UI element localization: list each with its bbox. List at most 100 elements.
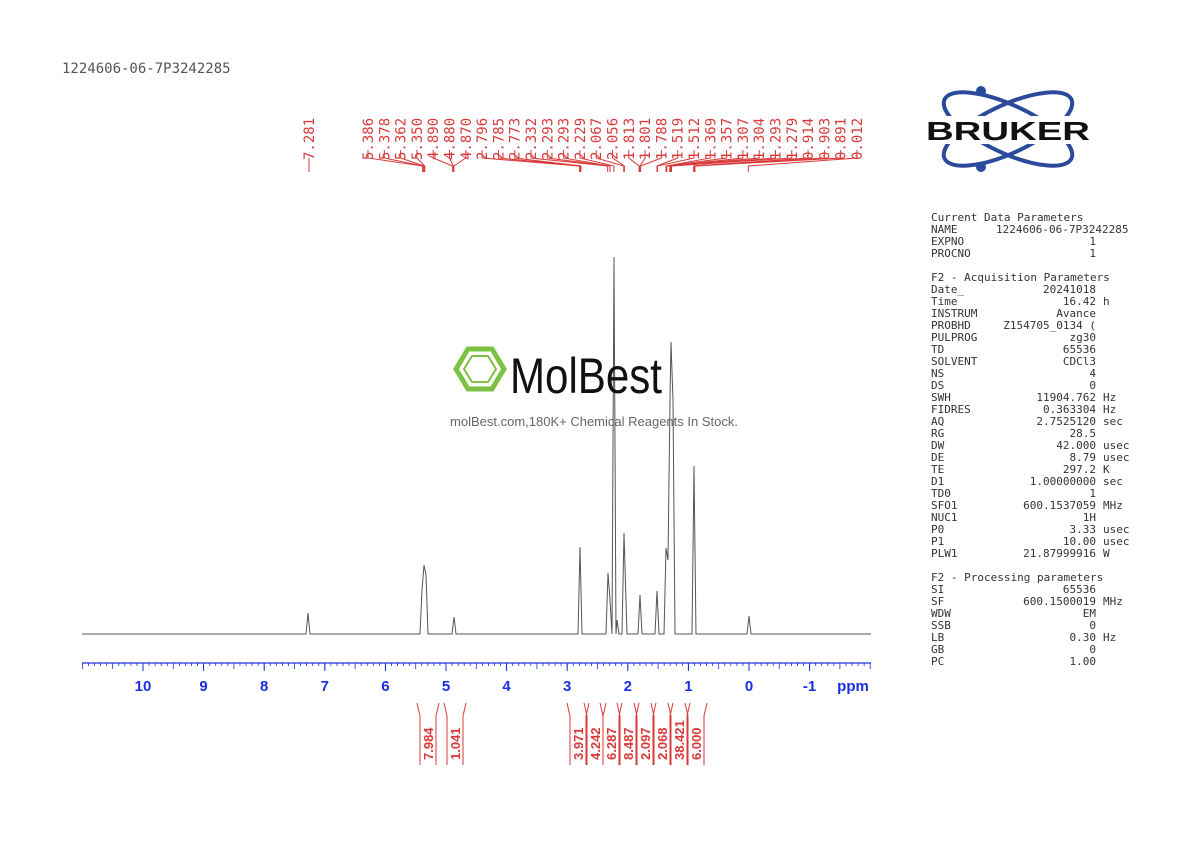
peak-label: 2.056 xyxy=(606,118,622,160)
param-value: 1 xyxy=(1089,247,1096,260)
param-key: LB xyxy=(931,631,945,644)
logo-dot xyxy=(976,86,986,96)
param-key: SI xyxy=(931,583,944,596)
param-key: PULPROG xyxy=(931,331,977,344)
param-value: CDCl3 xyxy=(1063,355,1096,368)
param-key: TE xyxy=(931,463,944,476)
peak-label: 1.369 xyxy=(703,118,719,160)
integral-bracket xyxy=(684,702,708,765)
param-key: SFO1 xyxy=(931,499,958,512)
param-key: NS xyxy=(931,367,944,380)
integral-label: 2.097 xyxy=(638,727,653,760)
x-tick-label: 10 xyxy=(135,678,152,695)
param-key: Time xyxy=(931,295,958,308)
axis-unit: ppm xyxy=(837,678,869,695)
param-key: P0 xyxy=(931,523,944,536)
param-value: Avance xyxy=(1056,307,1096,320)
peak-connector xyxy=(665,150,711,172)
param-value: 8.79 xyxy=(1070,451,1097,464)
peak-label: 1.512 xyxy=(687,118,703,160)
peak-connector xyxy=(640,150,662,172)
peak-label: 5.350 xyxy=(410,118,426,160)
peak-label: 5.378 xyxy=(377,118,393,160)
peak-label: 1.801 xyxy=(638,118,654,160)
peak-label: 2.293 xyxy=(557,118,573,160)
param-unit: sec xyxy=(1103,475,1123,488)
peak-label: 5.386 xyxy=(361,118,377,160)
peak-label: 1.307 xyxy=(736,118,752,160)
peak-label: 5.362 xyxy=(394,118,410,160)
sample-id: 1224606-06-7P3242285 xyxy=(62,61,231,77)
param-key: SSB xyxy=(931,619,951,632)
integral-label: 3.971 xyxy=(571,727,586,760)
peak-label: 2.067 xyxy=(589,118,605,160)
integral-bracket xyxy=(616,702,640,765)
peak-label: 2.796 xyxy=(475,118,491,160)
param-unit: MHz xyxy=(1103,595,1123,608)
peak-connector xyxy=(670,150,776,172)
watermark-tagline: molBest.com,180K+ Chemical Reagents In S… xyxy=(450,414,738,429)
param-value: 21.87999916 xyxy=(1023,547,1096,560)
param-key: NAME xyxy=(931,223,958,236)
peak-label: 1.788 xyxy=(654,118,670,160)
peak-connector xyxy=(416,150,426,172)
param-value: Z154705_0134 ( xyxy=(1003,319,1096,332)
peak-label: 0.891 xyxy=(834,118,850,160)
peak-connector xyxy=(530,150,609,172)
param-key: TD0 xyxy=(931,487,951,500)
peak-label: 2.773 xyxy=(508,118,524,160)
peak-connector xyxy=(639,150,646,172)
bruker-logo: BRUKER xyxy=(925,86,1091,172)
integral-label: 6.287 xyxy=(604,727,619,760)
integral-label: 8.487 xyxy=(621,727,636,760)
param-key: DE xyxy=(931,451,944,464)
param-key: SOLVENT xyxy=(931,355,978,368)
x-tick-label: 2 xyxy=(624,678,632,695)
param-value: 2.7525120 xyxy=(1036,415,1096,428)
param-value: 42.000 xyxy=(1056,439,1096,452)
param-unit: usec xyxy=(1103,535,1130,548)
watermark-icon xyxy=(453,346,507,392)
param-value: 4 xyxy=(1089,367,1096,380)
param-value: 65536 xyxy=(1063,583,1096,596)
peak-connector xyxy=(563,150,611,172)
param-value: 10.00 xyxy=(1063,535,1096,548)
param-key: AQ xyxy=(931,415,944,428)
peak-connector xyxy=(453,150,467,172)
param-unit: Hz xyxy=(1103,391,1116,404)
param-key: PROCNO xyxy=(931,247,971,260)
param-unit: usec xyxy=(1103,451,1130,464)
peak-connector xyxy=(432,150,454,172)
param-unit: Hz xyxy=(1103,631,1116,644)
peak-connector xyxy=(481,150,581,172)
param-value: 20241018 xyxy=(1043,283,1096,296)
peak-connector xyxy=(612,150,625,172)
peak-connector xyxy=(579,150,615,172)
spectrum xyxy=(82,256,871,635)
peak-label: 2.293 xyxy=(540,118,556,160)
integral-bracket xyxy=(599,702,623,765)
peak-label: 4.870 xyxy=(459,118,475,160)
param-value: 1224606-06-7P3242285 xyxy=(996,223,1128,236)
logo-orbit xyxy=(941,90,1075,168)
x-tick-label: 7 xyxy=(321,678,329,695)
param-value: 0 xyxy=(1089,619,1096,632)
peak-label: 0.012 xyxy=(850,118,866,160)
peak-connector xyxy=(497,150,581,172)
x-tick-label: 4 xyxy=(502,678,511,695)
param-value: 1 xyxy=(1089,235,1096,248)
param-unit: sec xyxy=(1103,415,1123,428)
param-key: PROBHD xyxy=(931,319,971,332)
peak-label: 1.279 xyxy=(785,118,801,160)
param-value: EM xyxy=(1083,607,1097,620)
param-value: 11904.762 xyxy=(1036,391,1096,404)
logo-text: BRUKER xyxy=(926,116,1090,146)
integral-label: 4.242 xyxy=(588,727,603,760)
logo-orbit xyxy=(941,90,1075,168)
param-key: P1 xyxy=(931,535,944,548)
param-key: GB xyxy=(931,643,945,656)
param-key: SF xyxy=(931,595,944,608)
param-unit: W xyxy=(1103,547,1110,560)
param-unit: MHz xyxy=(1103,499,1123,512)
